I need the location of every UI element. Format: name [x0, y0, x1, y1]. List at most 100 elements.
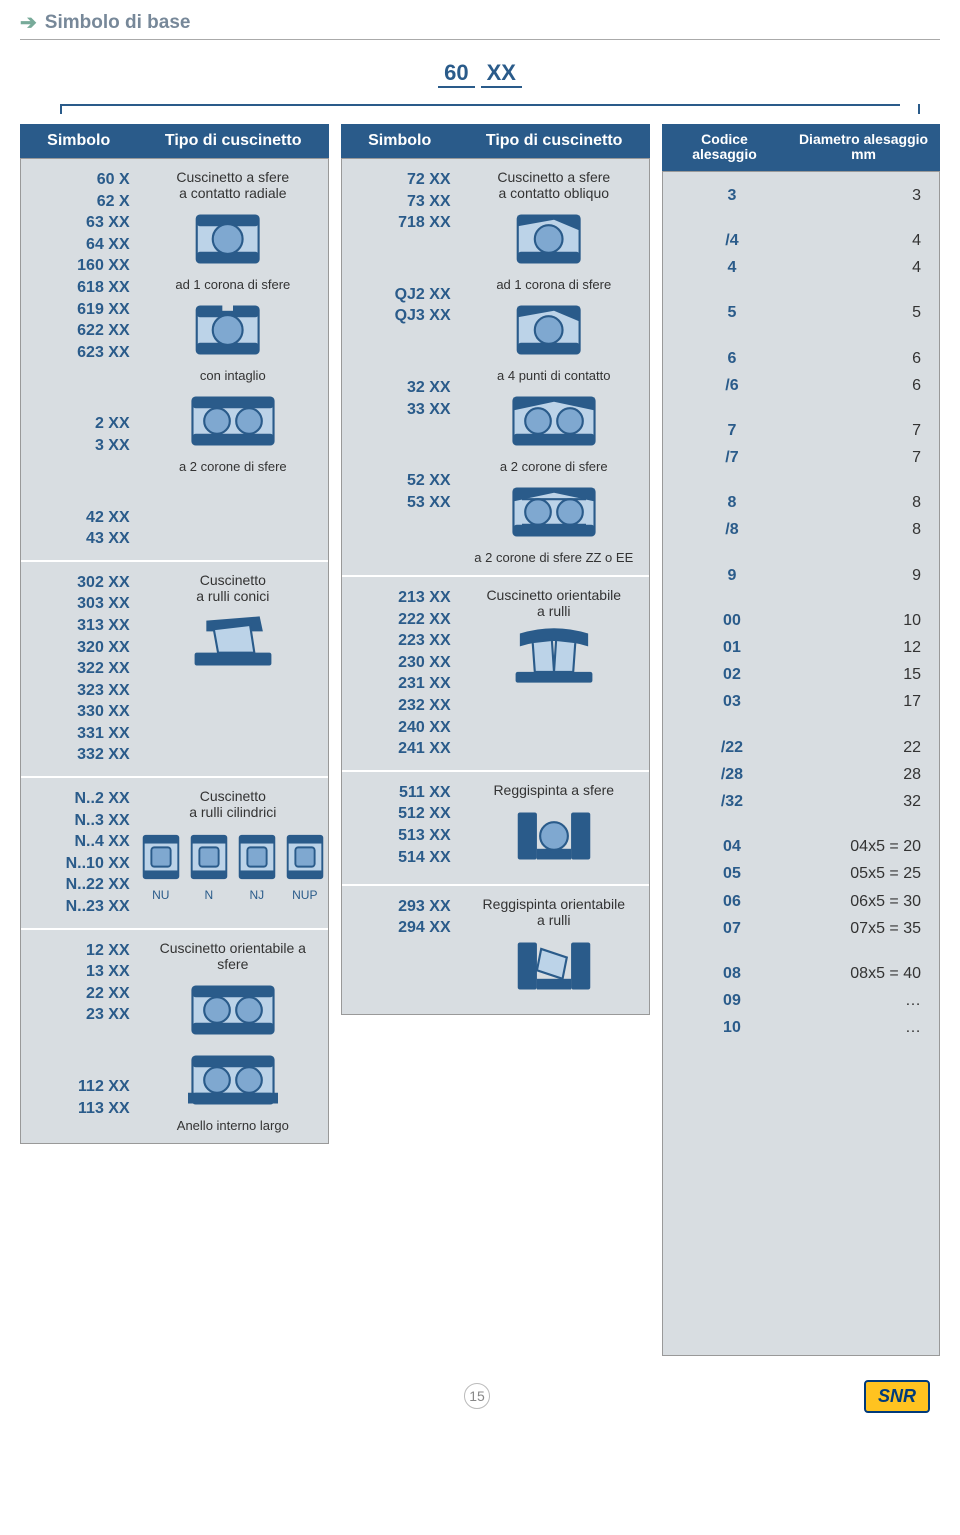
bore-diameter: 32 [801, 788, 921, 815]
code-prefix: 60 [438, 60, 474, 88]
bearing-block: 511 XX512 XX513 XX514 XX Reggispinta a sf… [342, 772, 649, 886]
bore-code: 07 [663, 915, 801, 942]
bore-diameter: 3 [801, 182, 921, 209]
symbol-code: N..10 XX [29, 853, 130, 875]
bore-diameter: 06x5 = 30 [801, 888, 921, 915]
symbol-code: 302 XX [29, 572, 130, 594]
symbol-list: 213 XX222 XX223 XX230 XX231 XX232 XX240 … [342, 577, 459, 770]
bore-diameter: 7 [801, 417, 921, 444]
hdr-diametro: Diametro alesaggio mm [787, 124, 940, 171]
symbol-code: 113 XX [29, 1098, 130, 1120]
bore-diameter: 12 [801, 634, 921, 661]
symbol-code: 112 XX [29, 1076, 130, 1098]
bore-diameter: … [801, 1014, 921, 1041]
hdr-tipo-2: Tipo di cuscinetto [458, 124, 650, 158]
symbol-list: 72 XX73 XX718 XXQJ2 XXQJ3 XX32 XX33 XX52… [342, 159, 459, 575]
type-description: Cuscinettoa rulli conici [138, 562, 328, 776]
symbol-code: 13 XX [29, 961, 130, 983]
bore-diameter: 07x5 = 35 [801, 915, 921, 942]
symbol-code: 323 XX [29, 680, 130, 702]
type-subtitle: ad 1 corona di sfere [465, 277, 643, 292]
symbol-code: 330 XX [29, 701, 130, 723]
variant-label: NUP [283, 888, 327, 902]
symbol-code: 322 XX [29, 658, 130, 680]
symbol-code: N..2 XX [29, 788, 130, 810]
cylinder-icon [283, 832, 327, 882]
symbol-code: 12 XX [29, 940, 130, 962]
type-subtitle: a 2 corone di sfere [465, 459, 643, 474]
symbol-code: 33 XX [350, 399, 451, 421]
type-description: Reggispinta a sfere [459, 772, 649, 884]
symbol-code: 222 XX [350, 609, 451, 631]
type-subtitle: a 4 punti di contatto [465, 368, 643, 383]
symbol-code: 23 XX [29, 1004, 130, 1026]
bearing-block: 293 XX294 XXReggispinta orientabilea rul… [342, 886, 649, 1014]
bore-diameter: 7 [801, 444, 921, 471]
column-3: Codice alesaggio Diametro alesaggio mm 3… [662, 124, 940, 1356]
bearing-block: 213 XX222 XX223 XX230 XX231 XX232 XX240 … [342, 577, 649, 772]
bore-diameter: 9 [801, 562, 921, 589]
type-title: Cuscinetto orientabile a sfere [144, 940, 322, 972]
page-header: ➔ Simbolo di base [20, 10, 940, 40]
bore-diameter: 08x5 = 40 [801, 960, 921, 987]
symbol-list: 12 XX13 XX22 XX23 XX112 XX113 XX [21, 930, 138, 1143]
type-description: Cuscinetto orientabile a sfereAnello int… [138, 930, 328, 1143]
spherical-icon [509, 625, 599, 689]
bearing-block: 72 XX73 XX718 XXQJ2 XXQJ3 XX32 XX33 XX52… [342, 159, 649, 577]
bore-code: /8 [663, 516, 801, 543]
col3-header: Codice alesaggio Diametro alesaggio mm [662, 124, 940, 171]
code-suffix: XX [481, 60, 522, 88]
symbol-code: 2 XX [29, 413, 130, 435]
col3-panel: 3/4456/67/78/8900010203/22/28/3204050607… [662, 171, 940, 1356]
symbol-code: 331 XX [29, 723, 130, 745]
bore-diameter: 15 [801, 661, 921, 688]
symbol-code: 512 XX [350, 803, 451, 825]
symbol-code: 618 XX [29, 277, 130, 299]
bearing-block: 302 XX303 XX313 XX320 XX322 XX323 XX330 … [21, 562, 328, 778]
symbol-code: 619 XX [29, 299, 130, 321]
ball1-icon [188, 207, 278, 271]
type-title: Reggispinta a sfere [465, 782, 643, 798]
col2-panel: 72 XX73 XX718 XXQJ2 XXQJ3 XX32 XX33 XX52… [341, 158, 650, 1015]
bore-code: /4 [663, 227, 801, 254]
page-title: Simbolo di base [45, 12, 191, 34]
hdr-tipo: Tipo di cuscinetto [137, 124, 329, 158]
type-subtitle: con intaglio [144, 368, 322, 383]
symbol-code: 52 XX [350, 470, 451, 492]
type-description: Cuscinettoa rulli cilindriciNUNNJNUP [138, 778, 328, 928]
bore-diameter: 8 [801, 489, 921, 516]
symbol-code: 3 XX [29, 435, 130, 457]
type-description: Reggispinta orientabilea rulli [459, 886, 649, 1014]
symbol-code: 64 XX [29, 234, 130, 256]
bore-diameter: 5 [801, 299, 921, 326]
bore-code: 05 [663, 860, 801, 887]
symbol-code: 332 XX [29, 744, 130, 766]
bore-code: /7 [663, 444, 801, 471]
type-title: Cuscinetto a sferea contatto radiale [144, 169, 322, 201]
type-subtitle: a 2 corone di sfere [144, 459, 322, 474]
bore-code: /22 [663, 734, 801, 761]
symbol-list: 511 XX512 XX513 XX514 XX [342, 772, 459, 884]
symbol-code: 232 XX [350, 695, 451, 717]
symbol-code: 32 XX [350, 377, 451, 399]
bore-code: 06 [663, 888, 801, 915]
bore-code: /28 [663, 761, 801, 788]
symbol-code: N..23 XX [29, 896, 130, 918]
bore-diameter: 05x5 = 25 [801, 860, 921, 887]
bore-code: 03 [663, 688, 801, 715]
type-title: Cuscinetto a sferea contatto obliquo [465, 169, 643, 201]
bore-table: 3/4456/67/78/8900010203/22/28/3204050607… [663, 172, 939, 1052]
bore-code: 08 [663, 960, 801, 987]
bore-code: /32 [663, 788, 801, 815]
bore-diameter: 28 [801, 761, 921, 788]
bore-diameter: 17 [801, 688, 921, 715]
symbol-code: N..4 XX [29, 831, 130, 853]
symbol-code: 223 XX [350, 630, 451, 652]
type-subtitle: ad 1 corona di sfere [144, 277, 322, 292]
symbol-code: 320 XX [29, 637, 130, 659]
symbol-list: 302 XX303 XX313 XX320 XX322 XX323 XX330 … [21, 562, 138, 776]
symbol-code: 293 XX [350, 896, 451, 918]
symbol-code: 313 XX [29, 615, 130, 637]
type-description: Cuscinetto a sferea contatto obliquo ad 1… [459, 159, 649, 575]
type-title: Reggispinta orientabilea rulli [465, 896, 643, 928]
